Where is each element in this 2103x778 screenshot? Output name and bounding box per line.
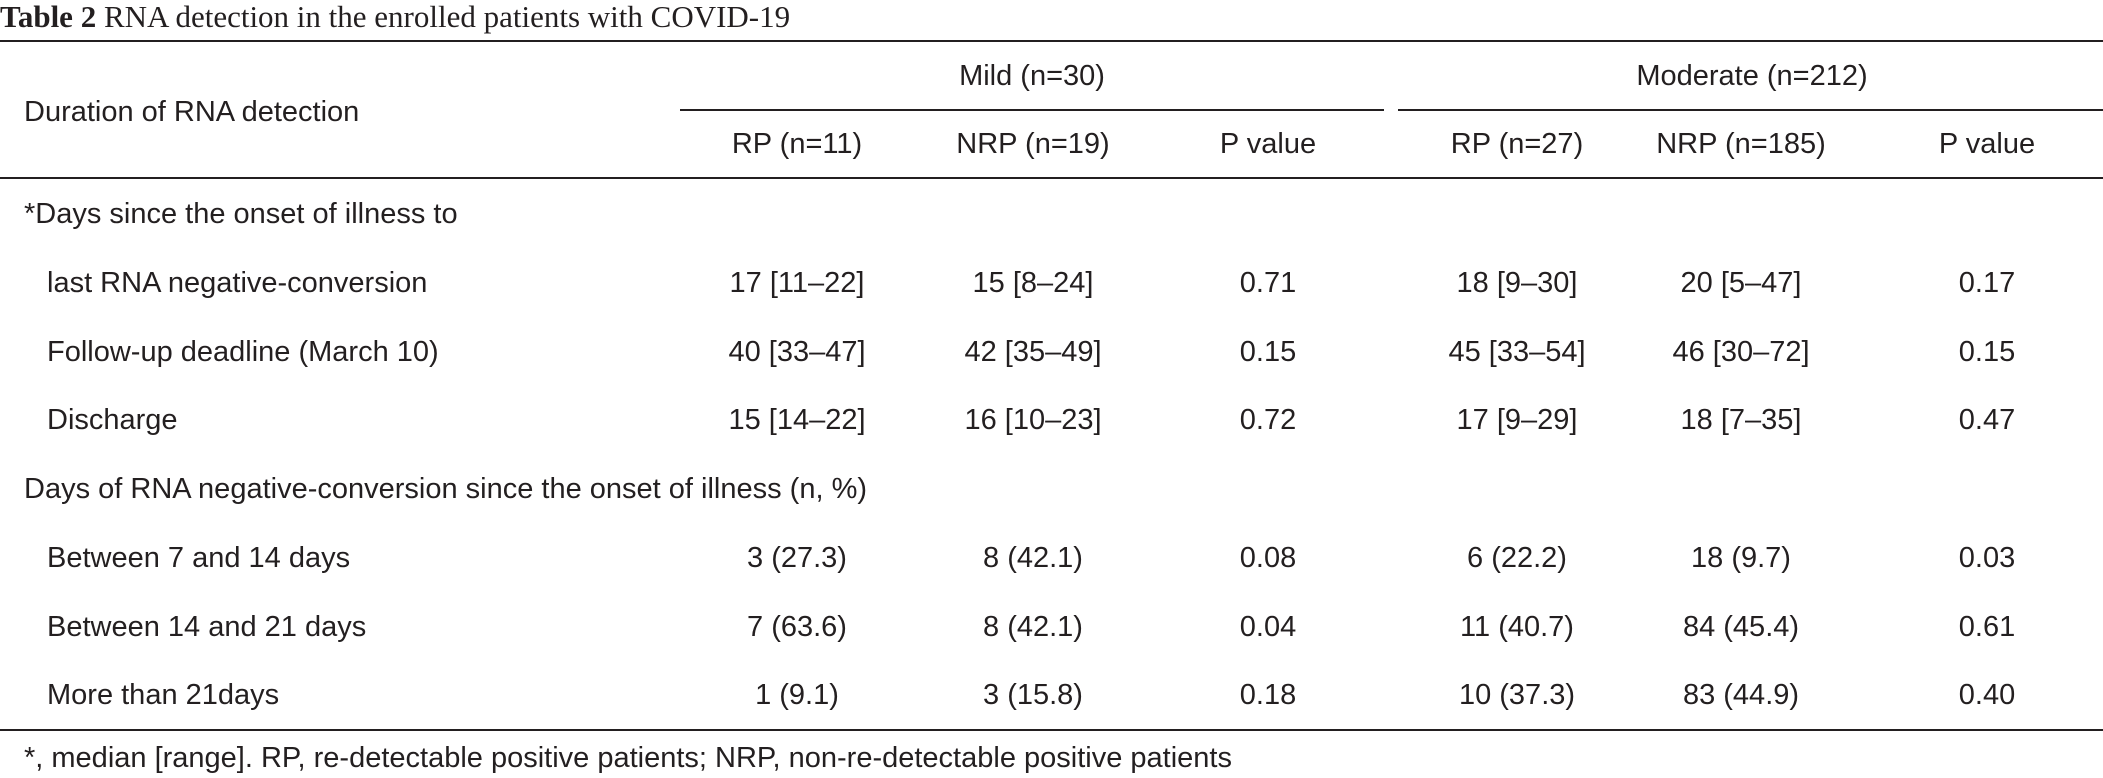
table-cell: 0.15: [1239, 336, 1297, 368]
table-cell: 0.61: [1958, 611, 2016, 643]
table-cell: 7 (63.6): [747, 611, 847, 643]
table-cell: 0.08: [1239, 542, 1297, 574]
group-rule-moderate: [1398, 109, 2103, 111]
table-cell: 0.04: [1239, 611, 1297, 643]
table-cell: 1 (9.1): [755, 679, 839, 711]
table-cell: 6 (22.2): [1467, 542, 1567, 574]
row-label: Between 14 and 21 days: [47, 611, 367, 643]
col-header-moderate-p: P value: [1938, 128, 2036, 160]
table-cell: 0.18: [1239, 679, 1297, 711]
col-header-mild-nrp: NRP (n=19): [956, 128, 1110, 160]
table-cell: 0.17: [1958, 267, 2016, 299]
table-cell: 0.40: [1958, 679, 2016, 711]
group-rule-mild: [680, 109, 1384, 111]
row-label: Discharge: [47, 404, 178, 436]
table-cell: 0.15: [1958, 336, 2016, 368]
table-cell: 15 [14–22]: [728, 404, 866, 436]
group-header-moderate: Moderate (n=212): [1636, 60, 1868, 92]
bottom-rule: [0, 729, 2103, 731]
table-cell: 83 (44.9): [1682, 679, 1800, 711]
table-cell: 18 [7–35]: [1680, 404, 1802, 436]
row-label: Follow-up deadline (March 10): [47, 336, 439, 368]
row-header-label: Duration of RNA detection: [24, 96, 360, 128]
table-cell: 18 [9–30]: [1456, 267, 1578, 299]
table-title: RNA detection in the enrolled patients w…: [103, 0, 791, 34]
row-label: last RNA negative-conversion: [47, 267, 428, 299]
table-cell: 0.03: [1958, 542, 2016, 574]
table-cell: 46 [30–72]: [1672, 336, 1810, 368]
table-cell: 0.71: [1239, 267, 1297, 299]
table-cell: 0.72: [1239, 404, 1297, 436]
table-cell: 17 [11–22]: [729, 267, 865, 299]
table-cell: 84 (45.4): [1682, 611, 1800, 643]
row-label: Between 7 and 14 days: [47, 542, 351, 574]
table-cell: 3 (15.8): [983, 679, 1083, 711]
col-header-mild-rp: RP (n=11): [731, 128, 863, 160]
col-header-moderate-nrp: NRP (n=185): [1656, 128, 1826, 160]
header-rule: [0, 177, 2103, 179]
col-header-mild-p: P value: [1219, 128, 1317, 160]
table-cell: 16 [10–23]: [964, 404, 1102, 436]
table-cell: 8 (42.1): [983, 542, 1083, 574]
top-rule: [0, 40, 2103, 42]
table-number: Table 2: [0, 0, 97, 34]
table-cell: 45 [33–54]: [1448, 336, 1586, 368]
table-cell: 3 (27.3): [747, 542, 847, 574]
table-cell: 11 (40.7): [1460, 611, 1574, 643]
table-cell: 42 [35–49]: [964, 336, 1102, 368]
table-cell: 0.47: [1958, 404, 2016, 436]
table-cell: 18 (9.7): [1691, 542, 1791, 574]
col-header-moderate-rp: RP (n=27): [1450, 128, 1584, 160]
group-header-mild: Mild (n=30): [959, 60, 1105, 92]
row-label: More than 21days: [47, 679, 280, 711]
table-caption: Table 2 RNA detection in the enrolled pa…: [0, 0, 790, 38]
table-cell: 8 (42.1): [983, 611, 1083, 643]
table-footnote: *, median [range]. RP, re-detectable pos…: [24, 742, 1232, 774]
section-title-negative-conversion: Days of RNA negative-conversion since th…: [24, 473, 868, 505]
table-cell: 40 [33–47]: [728, 336, 866, 368]
table-cell: 17 [9–29]: [1456, 404, 1578, 436]
section-title-days-since-onset: *Days since the onset of illness to: [24, 198, 458, 230]
table-cell: 15 [8–24]: [972, 267, 1094, 299]
table-cell: 10 (37.3): [1458, 679, 1576, 711]
table-cell: 20 [5–47]: [1680, 267, 1802, 299]
